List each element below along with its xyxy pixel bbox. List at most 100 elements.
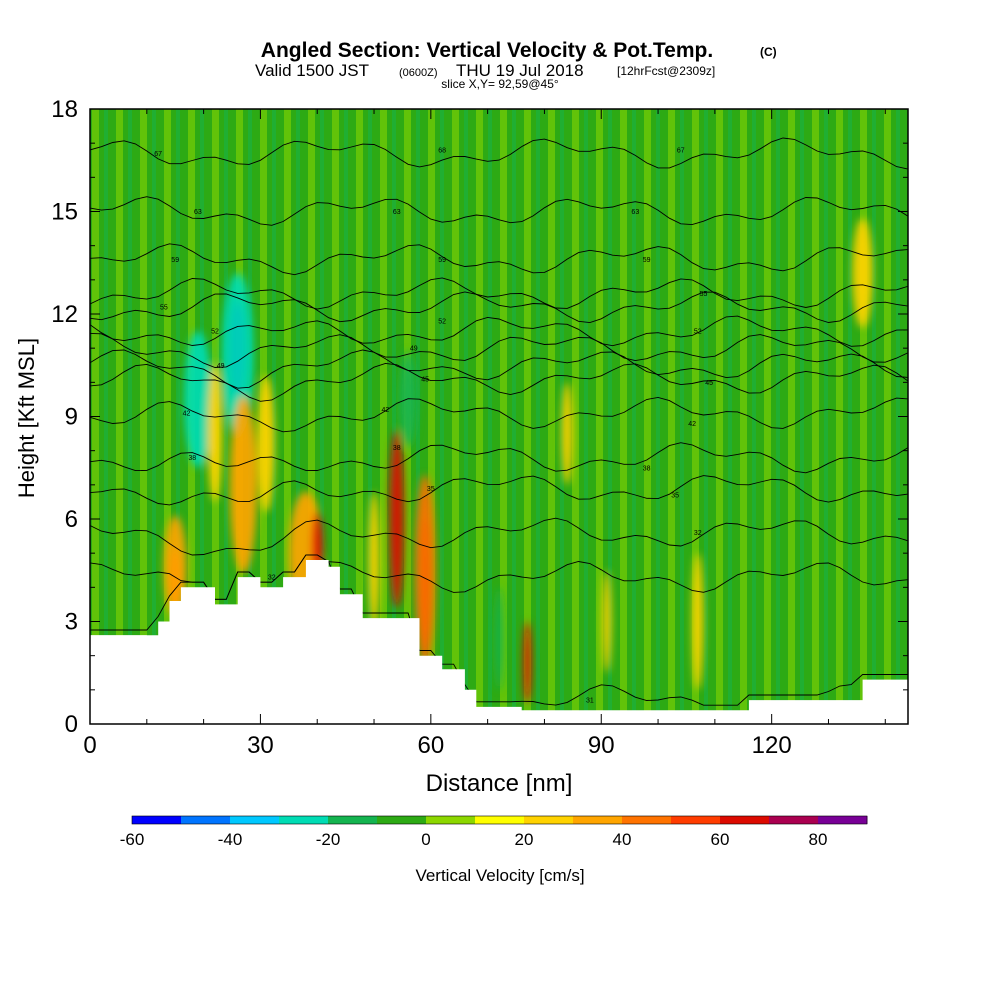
theta-contour-line [90, 243, 908, 276]
velocity-cell [495, 587, 503, 690]
theta-label: 67 [154, 151, 162, 158]
theta-label: 45 [705, 380, 713, 387]
velocity-cell [561, 382, 573, 485]
colorbar-swatch [230, 816, 280, 824]
theta-label: 55 [700, 291, 708, 298]
velocity-cell [229, 396, 258, 574]
title-unit: (C) [760, 45, 777, 59]
velocity-cell [368, 491, 380, 629]
x-tick-label: 30 [247, 732, 274, 759]
colorbar-frame [131, 815, 868, 825]
theta-contour-line [90, 196, 908, 226]
theta-label: 31 [586, 698, 594, 705]
theta-label: 63 [631, 209, 639, 216]
velocity-cell [207, 365, 223, 502]
theta-contour-labels: 67 68 67 63 63 63 59 59 59 55 55 52 52 52 49 49 45 45 42 42… [154, 148, 713, 705]
plot-area: 67 68 67 63 63 63 59 59 59 55 55 52 52 52 49 49 45 45 42 42… [90, 109, 908, 724]
theta-label: 42 [183, 411, 191, 418]
y-axis-label: Height [Kft MSL] [14, 338, 39, 498]
colorbar-tick-label: -40 [218, 830, 243, 849]
theta-label: 49 [217, 363, 225, 370]
subtitle-valid: Valid 1500 JST [255, 61, 369, 80]
velocity-cell [852, 218, 873, 328]
velocity-cells [163, 218, 873, 704]
axes: 0 30 60 90 120 0 3 6 9 12 15 18 [51, 96, 908, 759]
y-tick-label: 15 [51, 199, 78, 226]
colorbar-swatch [181, 816, 231, 824]
theta-label: 32 [694, 530, 702, 537]
x-tick-label: 60 [417, 732, 444, 759]
theta-label: 45 [421, 376, 429, 383]
colorbar-label: Vertical Velocity [cm/s] [415, 866, 584, 885]
theta-label: 38 [393, 445, 401, 452]
colorbar-tick-label: 40 [613, 830, 632, 849]
theta-label: 35 [671, 493, 679, 500]
theta-contour-line [90, 315, 908, 347]
y-tick-label: 0 [65, 711, 78, 738]
theta-label: 49 [410, 346, 418, 353]
theta-label: 67 [677, 148, 685, 155]
colorbar-swatch [475, 816, 525, 824]
colorbar-swatch [279, 816, 329, 824]
velocity-cell [692, 553, 704, 690]
subtitle-utc: (0600Z) [399, 67, 438, 79]
colorbar-swatch [671, 816, 721, 824]
subtitle-forecast: [12hrFcst@2309z] [617, 64, 715, 78]
colorbar: -60 -40 -20 0 20 40 60 80 [120, 815, 868, 849]
x-tick-label: 90 [588, 732, 615, 759]
subtitle-date: THU 19 Jul 2018 [456, 61, 584, 80]
theta-label: 63 [194, 209, 202, 216]
chart-subtitle: Valid 1500 JST (0600Z) THU 19 Jul 2018 [… [255, 61, 715, 80]
theta-contour-line [90, 554, 908, 600]
x-tick-label: 0 [83, 732, 96, 759]
velocity-cell [399, 351, 418, 448]
colorbar-tick-label: 0 [421, 830, 430, 849]
theta-label: 59 [438, 257, 446, 264]
theta-label: 38 [188, 455, 196, 462]
velocity-cell [602, 570, 612, 673]
terrain [90, 560, 908, 724]
colorbar-swatch [622, 816, 672, 824]
theta-contour-line [90, 517, 908, 556]
colorbar-tick-label: 20 [515, 830, 534, 849]
theta-label: 42 [688, 421, 696, 428]
theta-label: 52 [211, 329, 219, 336]
velocity-cell [183, 331, 213, 468]
theta-contour-line [90, 442, 908, 474]
velocity-cell [163, 515, 187, 619]
colorbar-tick-label: 80 [809, 830, 828, 849]
theta-label: 38 [643, 465, 651, 472]
colorbar-swatch [818, 816, 868, 824]
slice-label: slice X,Y= 92,59@45° [441, 77, 559, 91]
velocity-cell [389, 430, 405, 608]
colorbar-tick-label: -60 [120, 830, 145, 849]
x-tick-label: 120 [752, 732, 792, 759]
theta-contour-line [90, 137, 908, 170]
colorbar-swatch [573, 816, 623, 824]
y-tick-label: 3 [65, 609, 78, 636]
theta-label: 59 [171, 257, 179, 264]
colorbar-swatch [132, 816, 182, 824]
velocity-cell [221, 273, 254, 437]
velocity-cell [257, 375, 275, 513]
velocity-cell [414, 474, 436, 666]
theta-label: 55 [160, 305, 168, 312]
colorbar-swatch [328, 816, 378, 824]
theta-label: 68 [438, 148, 446, 155]
theta-contour-line [90, 475, 908, 506]
chart-title: Angled Section: Vertical Velocity & Pot.… [261, 39, 713, 62]
colorbar-swatch [720, 816, 770, 824]
colorbar-tick-label: -20 [316, 830, 341, 849]
velocity-cell [523, 621, 532, 704]
theta-label: 52 [694, 329, 702, 336]
y-tick-label: 9 [65, 404, 78, 431]
theta-contour-line [90, 291, 908, 324]
colorbar-tick-label: 60 [711, 830, 730, 849]
theta-contour-line [90, 396, 908, 433]
colorbar-swatch [769, 816, 819, 824]
y-tick-label: 18 [51, 96, 78, 123]
theta-label: 42 [381, 407, 389, 414]
theta-label: 59 [643, 257, 651, 264]
x-axis-label: Distance [nm] [426, 770, 573, 797]
